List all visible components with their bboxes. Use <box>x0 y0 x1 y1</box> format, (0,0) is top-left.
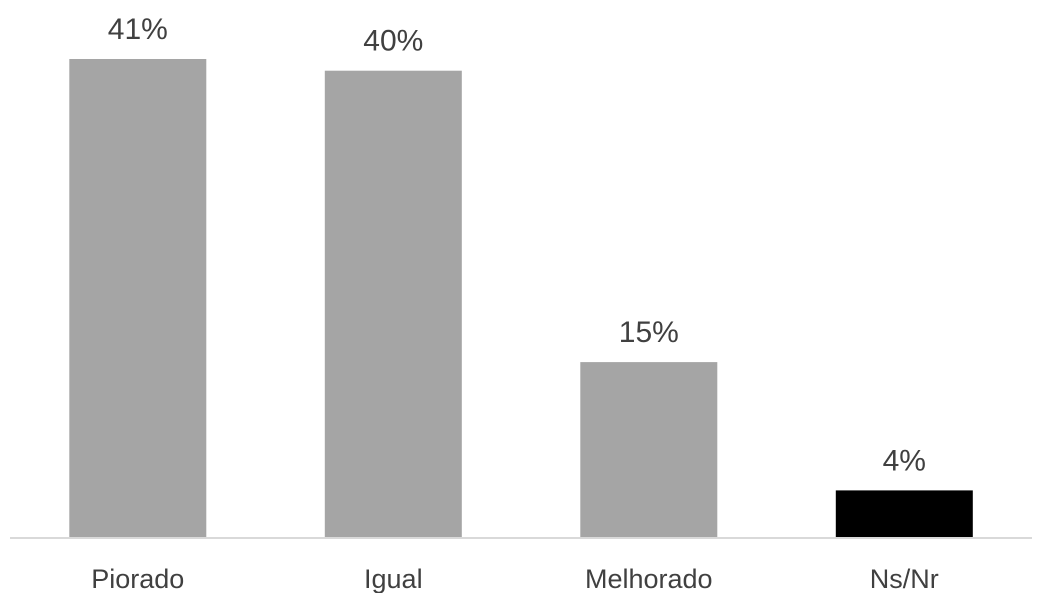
data-labels-group: 41% 40% 15% 4% <box>108 13 926 477</box>
data-label-piorado: 41% <box>108 13 168 46</box>
bars-group <box>69 59 973 537</box>
bar-igual <box>324 70 462 537</box>
data-label-ns-nr: 4% <box>883 444 926 477</box>
bar-melhorado <box>580 362 718 537</box>
bar-piorado <box>69 59 207 537</box>
bar-ns-nr <box>835 490 973 537</box>
x-tick-label-piorado: Piorado <box>91 564 184 593</box>
data-label-igual: 40% <box>363 25 423 58</box>
x-tick-label-igual: Igual <box>364 564 423 593</box>
x-tick-labels-group: Piorado Igual Melhorado Ns/Nr <box>91 564 939 593</box>
x-tick-label-ns-nr: Ns/Nr <box>870 564 939 593</box>
data-label-melhorado: 15% <box>619 316 679 349</box>
x-tick-label-melhorado: Melhorado <box>585 564 713 593</box>
